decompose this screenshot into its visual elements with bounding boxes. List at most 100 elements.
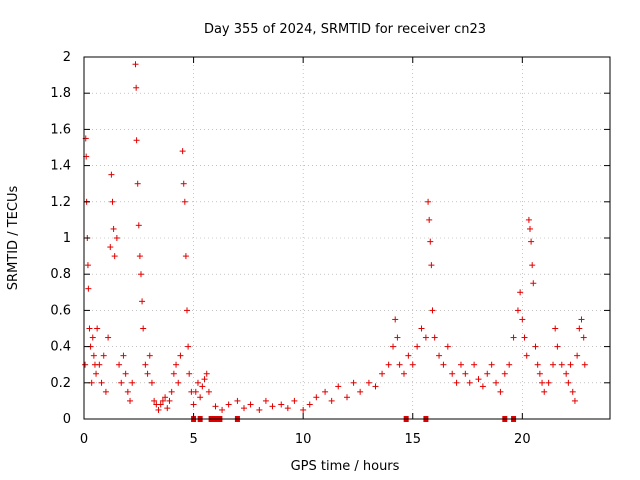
data-point xyxy=(124,388,131,395)
data-point xyxy=(291,397,298,404)
data-point xyxy=(574,352,581,359)
data-point xyxy=(173,361,180,368)
data-point xyxy=(85,285,92,292)
data-point xyxy=(581,361,588,368)
data-point xyxy=(528,238,535,245)
data-point xyxy=(466,379,473,386)
data-points-layer xyxy=(82,61,588,422)
data-point xyxy=(96,361,103,368)
data-point xyxy=(532,343,539,350)
data-point xyxy=(184,307,191,314)
data-point xyxy=(164,405,171,412)
data-point xyxy=(278,401,285,408)
data-point xyxy=(179,148,186,155)
data-point xyxy=(109,198,116,205)
data-point xyxy=(471,361,478,368)
data-point xyxy=(529,262,536,269)
data-point xyxy=(488,361,495,368)
y-tick-label: 1.8 xyxy=(50,86,71,101)
data-point xyxy=(357,388,364,395)
data-point xyxy=(197,394,204,401)
data-point xyxy=(168,388,175,395)
y-tick-label: 1 xyxy=(63,231,71,246)
data-point xyxy=(425,198,432,205)
data-point xyxy=(90,352,97,359)
data-point xyxy=(428,262,435,269)
data-point xyxy=(93,370,100,377)
data-point xyxy=(390,343,397,350)
data-point xyxy=(457,361,464,368)
data-point xyxy=(129,379,136,386)
data-point xyxy=(142,361,149,368)
plot-frame xyxy=(83,56,611,420)
data-point xyxy=(571,397,578,404)
data-point xyxy=(225,401,232,408)
data-point xyxy=(148,379,155,386)
data-point xyxy=(365,379,372,386)
data-point xyxy=(190,401,197,408)
data-point xyxy=(157,401,164,408)
data-point xyxy=(418,325,425,332)
data-point xyxy=(185,343,192,350)
x-tick-label: 0 xyxy=(80,432,88,447)
data-point xyxy=(306,401,313,408)
data-point xyxy=(501,370,508,377)
data-point xyxy=(545,379,552,386)
data-point xyxy=(269,403,276,410)
data-point xyxy=(552,325,559,332)
data-point xyxy=(539,379,546,386)
data-point xyxy=(300,406,307,413)
data-point xyxy=(414,343,421,350)
data-point xyxy=(510,334,517,341)
data-point xyxy=(102,388,109,395)
data-point xyxy=(256,406,263,413)
data-point xyxy=(429,307,436,314)
data-point xyxy=(514,307,521,314)
data-point xyxy=(449,370,456,377)
data-point xyxy=(134,180,141,187)
y-tick-label: 1.2 xyxy=(50,195,71,210)
data-point xyxy=(344,394,350,401)
data-point xyxy=(132,61,139,68)
x-tick-label: 5 xyxy=(189,432,197,447)
data-point xyxy=(497,388,504,395)
data-point xyxy=(558,361,565,368)
data-point xyxy=(519,316,526,323)
data-point xyxy=(151,397,158,404)
data-point xyxy=(219,406,226,413)
data-point xyxy=(84,262,91,269)
data-point xyxy=(550,361,557,368)
data-point xyxy=(212,403,219,410)
data-point xyxy=(427,238,434,245)
y-tick-label: 1.6 xyxy=(50,122,71,137)
data-point xyxy=(113,235,120,241)
data-point xyxy=(385,361,392,368)
y-axis-label: SRMTID / TECUs xyxy=(6,186,21,291)
data-point xyxy=(563,370,570,377)
data-point xyxy=(133,84,140,91)
data-point xyxy=(162,394,169,401)
data-point xyxy=(426,216,433,223)
data-point xyxy=(107,244,114,251)
data-point xyxy=(234,397,241,404)
data-point xyxy=(194,379,201,386)
data-point xyxy=(567,361,574,368)
data-point xyxy=(89,334,96,341)
data-point xyxy=(400,370,407,377)
data-point xyxy=(108,171,115,178)
data-point xyxy=(479,383,486,390)
data-point xyxy=(186,370,193,377)
grid-layer xyxy=(84,57,610,419)
data-point xyxy=(166,397,173,404)
data-point xyxy=(98,379,105,386)
data-point xyxy=(116,361,123,368)
data-point xyxy=(175,379,182,386)
data-point xyxy=(534,361,541,368)
data-point xyxy=(105,334,112,341)
data-point xyxy=(536,370,543,377)
y-tick-label: 0.2 xyxy=(50,376,71,391)
data-point xyxy=(493,379,500,386)
y-tick-label: 0.6 xyxy=(50,303,71,318)
data-point xyxy=(177,352,184,359)
data-point xyxy=(135,222,142,229)
